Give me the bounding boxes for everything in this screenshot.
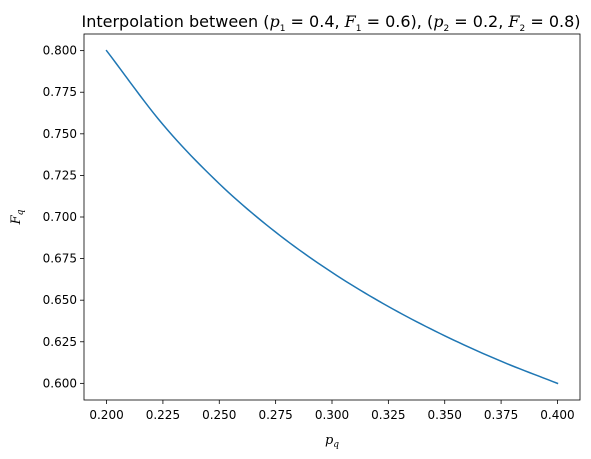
x-tick-label: 0.250 [202, 408, 236, 422]
plot-frame [83, 33, 581, 401]
y-tick-label: 0.750 [43, 127, 77, 141]
y-tick-label: 0.675 [43, 252, 77, 266]
y-tick-label: 0.800 [43, 44, 77, 58]
x-tick-label: 0.225 [146, 408, 180, 422]
y-tick-label: 0.625 [43, 335, 77, 349]
y-tick-label: 0.775 [43, 85, 77, 99]
x-tick-label: 0.200 [89, 408, 123, 422]
x-tick-label: 0.400 [540, 408, 574, 422]
series-line [105, 49, 559, 385]
y-tick-label: 0.600 [43, 376, 77, 390]
x-tick-label: 0.300 [315, 408, 349, 422]
y-tick-label: 0.650 [43, 293, 77, 307]
y-axis-label: Fq [9, 209, 26, 225]
y-tick-label: 0.725 [43, 168, 77, 182]
x-axis-label: pq [325, 433, 339, 450]
x-tick-label: 0.350 [428, 408, 462, 422]
y-axis-ticks: 0.600 0.625 0.650 0.675 0.700 0.725 0.750 0.775… [43, 44, 84, 390]
x-tick-label: 0.375 [484, 408, 518, 422]
chart-title: Interpolation between (p1 = 0.4, F1 = 0.… [81, 12, 580, 34]
x-tick-label: 0.325 [371, 408, 405, 422]
x-tick-label: 0.275 [258, 408, 292, 422]
x-axis-ticks: 0.200 0.225 0.250 0.275 0.300 0.325 0.350 0.375… [89, 400, 575, 422]
y-tick-label: 0.700 [43, 210, 77, 224]
